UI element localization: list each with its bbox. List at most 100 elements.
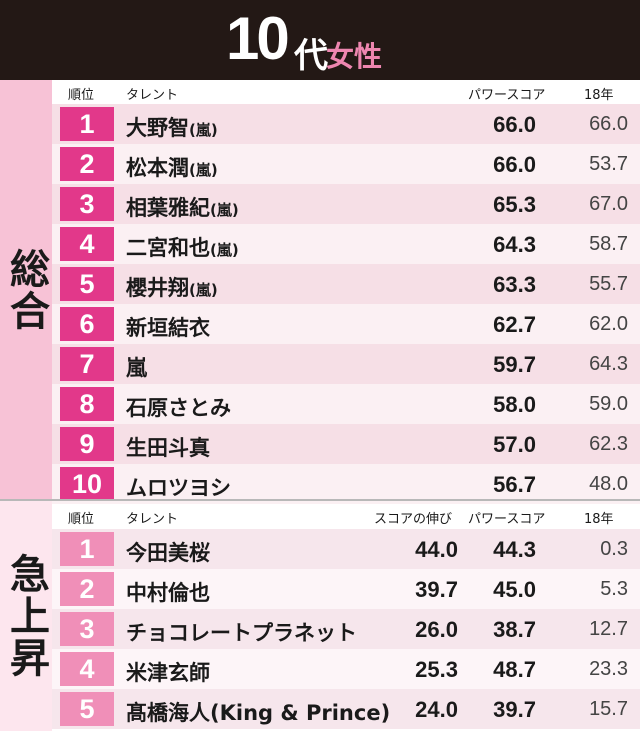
- age-suffix: 代: [294, 36, 328, 76]
- page-header: 10 代 女性: [0, 0, 640, 80]
- score-growth: 24.0: [415, 697, 458, 722]
- score-growth: 44.0: [415, 537, 458, 562]
- col-year18: 18年: [584, 512, 614, 527]
- talent-name-text: 大野智: [126, 116, 189, 140]
- talent-name-text: ムロツヨシ: [126, 476, 231, 500]
- power-score: 48.7: [493, 657, 536, 682]
- score-growth: 26.0: [415, 617, 458, 642]
- year18-score: 12.7: [589, 618, 628, 640]
- score-growth: 25.3: [415, 657, 458, 682]
- table-row: 5 櫻井翔(嵐) 63.3 55.7: [52, 264, 640, 304]
- year18-score: 23.3: [589, 658, 628, 680]
- col-rank: 順位: [68, 88, 95, 103]
- talent-name: 新垣結衣: [126, 312, 210, 342]
- col-talent: タレント: [126, 88, 179, 103]
- talent-name: 中村倫也: [126, 581, 210, 605]
- year18-score: 15.7: [589, 698, 628, 720]
- rank-badge: 8: [60, 387, 114, 421]
- rank-badge: 6: [60, 307, 114, 341]
- table-row: 7 嵐 59.7 64.3: [52, 344, 640, 384]
- talent-name-text: 松本潤: [126, 156, 189, 180]
- year18-score: 66.0: [589, 113, 628, 135]
- talent-name: 米津玄師: [126, 661, 210, 685]
- gender-title: 女性: [326, 40, 383, 73]
- rank-badge: 2: [60, 147, 114, 181]
- rank-badge: 3: [60, 612, 114, 646]
- rank-badge: 7: [60, 347, 114, 381]
- talent-name-text: 生田斗真: [126, 436, 210, 460]
- rank-badge: 4: [60, 652, 114, 686]
- table-row: 8 石原さとみ 58.0 59.0: [52, 384, 640, 424]
- power-score: 44.3: [493, 537, 536, 562]
- col-growth: スコアの伸び: [374, 512, 453, 527]
- talent-group: (嵐): [210, 201, 239, 219]
- talent-name: 髙橋海人(King & Prince): [126, 701, 391, 725]
- year18-score: 55.7: [589, 273, 628, 295]
- total-section-label: 総合: [0, 80, 52, 500]
- year18-score: 48.0: [589, 473, 628, 495]
- year18-score: 53.7: [589, 153, 628, 175]
- talent-name-text: 嵐: [126, 356, 147, 380]
- power-score: 62.7: [493, 312, 536, 337]
- year18-score: 62.3: [589, 433, 628, 455]
- talent-group: (嵐): [189, 161, 218, 179]
- table-row: 1 今田美桜 44.0 44.3 0.3: [52, 529, 640, 569]
- talent-name: 松本潤(嵐): [126, 152, 218, 182]
- score-growth: 39.7: [415, 577, 458, 602]
- power-score: 66.0: [493, 152, 536, 177]
- total-label-text: 総合: [3, 248, 49, 332]
- talent-name: 櫻井翔(嵐): [126, 272, 218, 302]
- talent-name: 二宮和也(嵐): [126, 232, 239, 262]
- power-score: 64.3: [493, 232, 536, 257]
- power-score: 65.3: [493, 192, 536, 217]
- talent-name: チョコレートプラネット: [126, 621, 357, 645]
- rank-badge: 10: [60, 467, 114, 501]
- rank-badge: 5: [60, 267, 114, 301]
- year18-score: 5.3: [600, 578, 628, 600]
- table-row: 3 相葉雅紀(嵐) 65.3 67.0: [52, 184, 640, 224]
- table-row: 4 米津玄師 25.3 48.7 23.3: [52, 649, 640, 689]
- table-row: 3 チョコレートプラネット 26.0 38.7 12.7: [52, 609, 640, 649]
- talent-name-text: 相葉雅紀: [126, 196, 210, 220]
- table-row: 10 ムロツヨシ 56.7 48.0: [52, 464, 640, 504]
- year18-score: 64.3: [589, 353, 628, 375]
- power-score: 57.0: [493, 432, 536, 457]
- col-power: パワースコア: [468, 512, 546, 527]
- rank-badge: 1: [60, 107, 114, 141]
- talent-name: 相葉雅紀(嵐): [126, 192, 239, 222]
- col-year18: 18年: [584, 88, 614, 103]
- rank-badge: 4: [60, 227, 114, 261]
- talent-name-text: 二宮和也: [126, 236, 210, 260]
- year18-score: 59.0: [589, 393, 628, 415]
- power-score: 59.7: [493, 352, 536, 377]
- year18-score: 67.0: [589, 193, 628, 215]
- section-divider: [0, 499, 640, 501]
- power-score: 66.0: [493, 112, 536, 137]
- year18-score: 0.3: [600, 538, 628, 560]
- rank-badge: 3: [60, 187, 114, 221]
- talent-name-text: 新垣結衣: [126, 316, 210, 340]
- col-power: パワースコア: [468, 88, 546, 103]
- year18-score: 62.0: [589, 313, 628, 335]
- rank-badge: 5: [60, 692, 114, 726]
- year18-score: 58.7: [589, 233, 628, 255]
- talent-name: 生田斗真: [126, 432, 210, 462]
- power-score: 56.7: [493, 472, 536, 497]
- talent-name: ムロツヨシ: [126, 472, 231, 502]
- table-row: 9 生田斗真 57.0 62.3: [52, 424, 640, 464]
- power-score: 38.7: [493, 617, 536, 642]
- power-score: 39.7: [493, 697, 536, 722]
- talent-group: (嵐): [189, 121, 218, 139]
- rank-badge: 1: [60, 532, 114, 566]
- total-column-header: 順位 タレント パワースコア 18年: [52, 80, 640, 104]
- power-score: 63.3: [493, 272, 536, 297]
- rise-label-text: 急上昇: [3, 552, 49, 679]
- talent-name: 今田美桜: [126, 541, 210, 565]
- table-row: 1 大野智(嵐) 66.0 66.0: [52, 104, 640, 144]
- col-rank: 順位: [68, 512, 95, 527]
- rise-section-label: 急上昇: [0, 500, 52, 731]
- table-row: 4 二宮和也(嵐) 64.3 58.7: [52, 224, 640, 264]
- rank-badge: 2: [60, 572, 114, 606]
- talent-name: 大野智(嵐): [126, 112, 218, 142]
- talent-name: 石原さとみ: [126, 392, 231, 422]
